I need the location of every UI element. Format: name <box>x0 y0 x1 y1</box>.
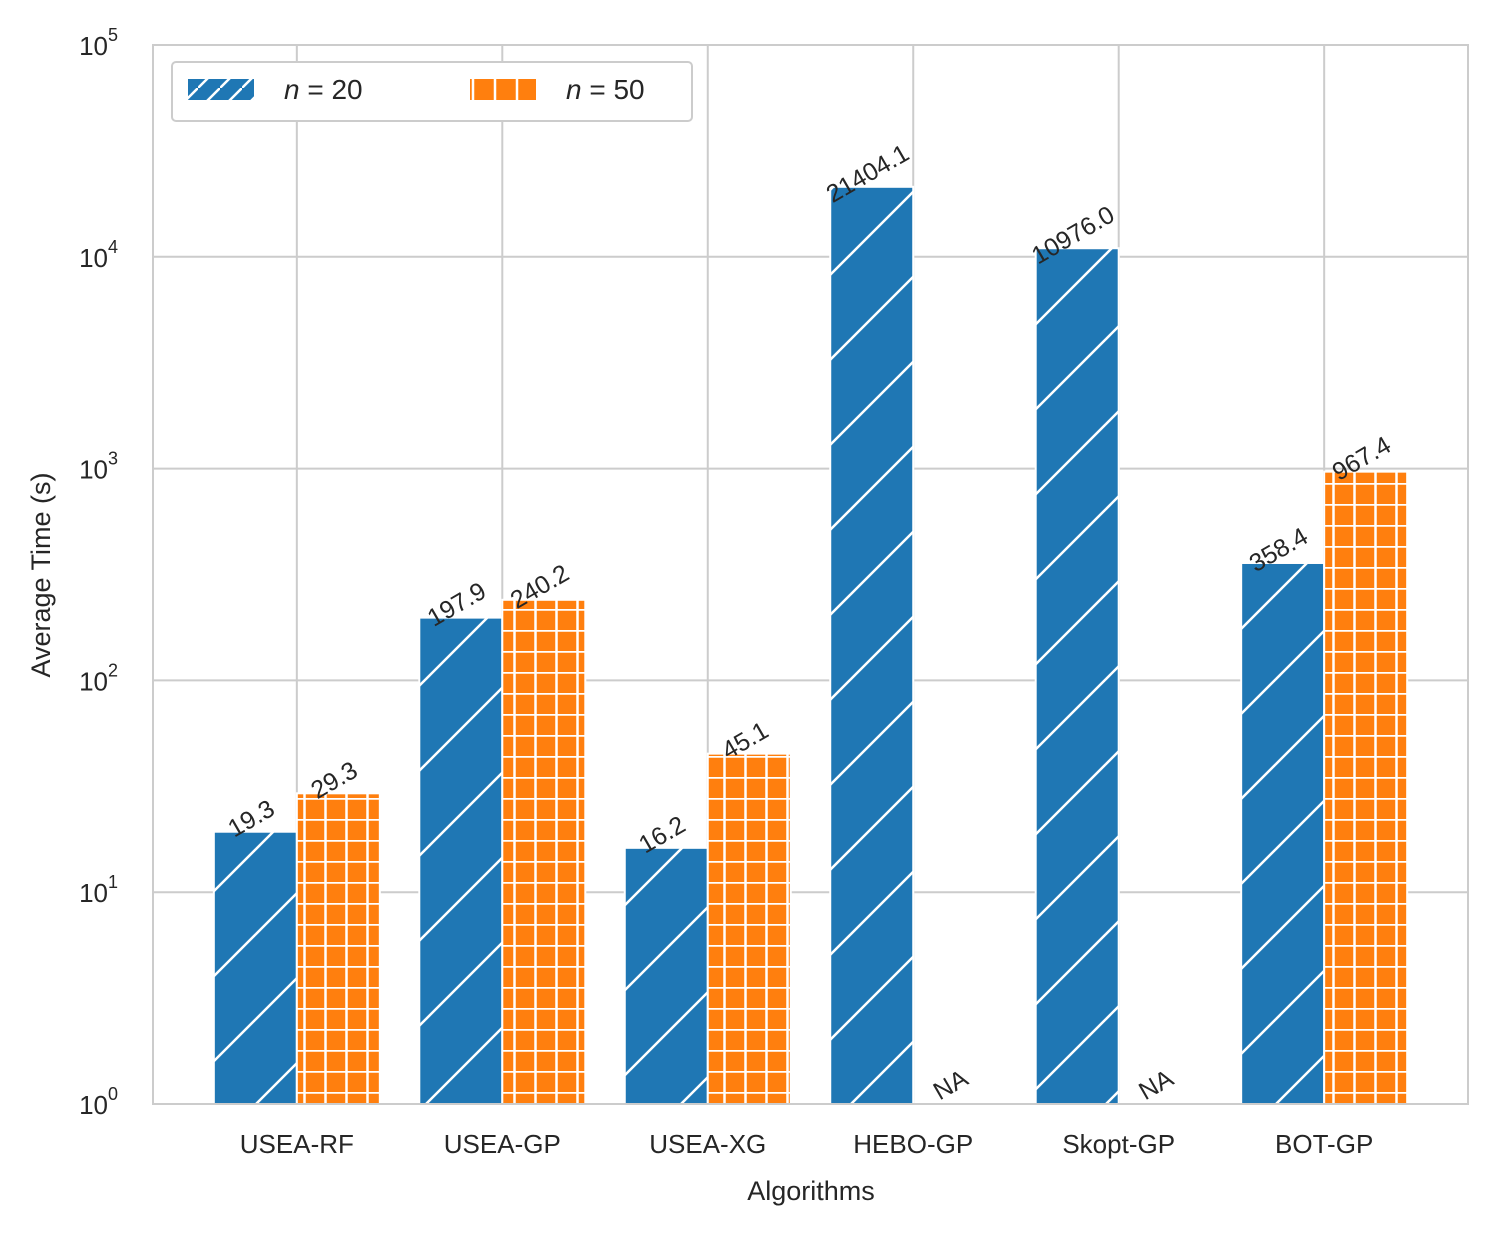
y-axis-title: Average Time (s) <box>26 472 56 677</box>
y-tick-base: 10 <box>79 666 108 696</box>
legend-label-n50: n = 50 <box>566 74 645 105</box>
bar-n20 <box>1034 247 1120 1105</box>
legend: n = 20 n = 50 <box>171 61 693 122</box>
axes-border <box>152 44 1469 1105</box>
x-tick-label: USEA-RF <box>240 1129 354 1159</box>
bar-n20 <box>1240 561 1326 1105</box>
y-tick-label: 105 <box>79 25 118 61</box>
y-tick-exponent: 1 <box>108 872 118 892</box>
bar-n50 <box>501 598 587 1105</box>
bar-value-label: NA <box>929 1064 973 1106</box>
y-tick-label: 101 <box>79 872 118 908</box>
bar-n50 <box>295 792 381 1105</box>
bar-n50 <box>1323 470 1409 1105</box>
bar-value-label: NA <box>1134 1064 1178 1106</box>
y-tick-base: 10 <box>79 878 108 908</box>
bar-n20 <box>623 846 709 1105</box>
legend-swatch-n20 <box>188 79 254 100</box>
y-tick-exponent: 5 <box>108 25 118 45</box>
bar-value-labels: 19.3197.916.221404.110976.0358.429.3240.… <box>223 139 1396 1106</box>
plot-frame <box>152 44 1469 1105</box>
y-tick-base: 10 <box>79 243 108 273</box>
y-tick-label: 102 <box>79 660 118 696</box>
y-tick-base: 10 <box>79 455 108 485</box>
x-tick-label: Skopt-GP <box>1062 1129 1175 1159</box>
y-tick-exponent: 0 <box>108 1084 118 1104</box>
x-tick-label: BOT-GP <box>1275 1129 1373 1159</box>
y-tick-exponent: 3 <box>108 449 118 469</box>
x-axis-title: Algorithms <box>747 1176 875 1206</box>
y-tick-label: 100 <box>79 1084 118 1120</box>
legend-box <box>171 61 693 122</box>
x-tick-label: USEA-GP <box>444 1129 561 1159</box>
bar-n20 <box>418 616 504 1105</box>
bar-n20 <box>829 185 915 1106</box>
x-tick-label: USEA-XG <box>649 1129 766 1159</box>
legend-label-n20: n = 20 <box>284 74 363 105</box>
x-tick-label: HEBO-GP <box>853 1129 973 1159</box>
bar-n50 <box>706 752 792 1105</box>
bars <box>212 185 1409 1106</box>
y-tick-exponent: 2 <box>108 660 118 680</box>
y-tick-exponent: 4 <box>108 237 118 257</box>
legend-swatch-n50 <box>470 79 536 100</box>
y-tick-label: 103 <box>79 449 118 485</box>
y-tick-base: 10 <box>79 1090 108 1120</box>
y-tick-label: 104 <box>79 237 118 273</box>
y-tick-base: 10 <box>79 31 108 61</box>
bar-n20 <box>212 830 298 1105</box>
